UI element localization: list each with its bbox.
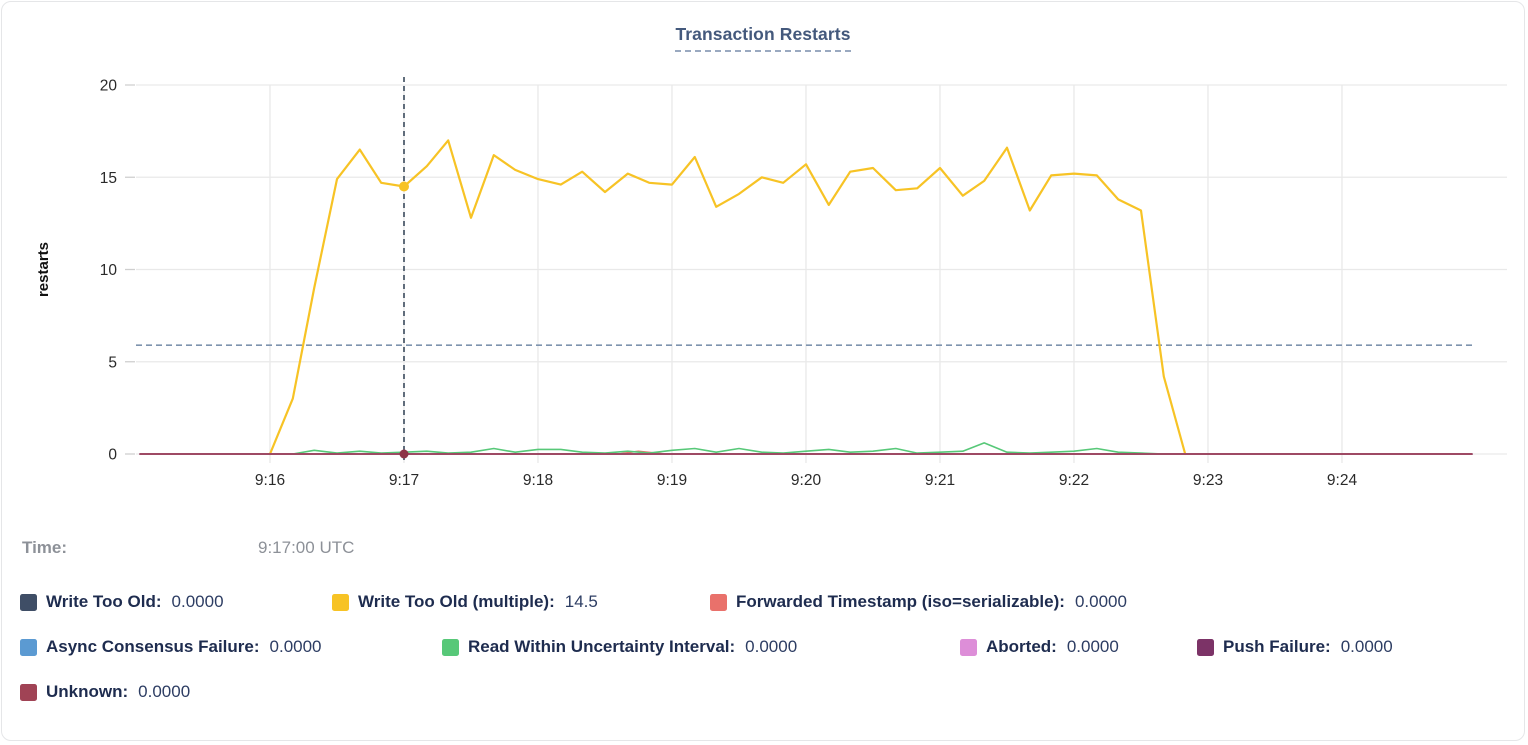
legend-value: 14.5 [564,592,598,611]
legend-swatch [332,593,349,611]
series-line-read-within-uncertainty-interval [291,442,1165,455]
x-tick-label: 9:17 [389,472,419,489]
legend-item-write-too-old[interactable]: Write Too Old: 0.0000 [20,590,224,614]
legend-value: 0.0000 [269,637,322,656]
legend-item-unknown[interactable]: Unknown: 0.0000 [20,680,190,704]
legend-value: 0.0000 [1340,637,1393,656]
legend-item-read-within-uncertainty[interactable]: Read Within Uncertainty Interval: 0.0000 [442,635,797,659]
legend-label: Push Failure: [1223,637,1331,656]
legend-item-aborted[interactable]: Aborted: 0.0000 [960,635,1119,659]
x-tick-label: 9:18 [523,472,553,489]
legend-swatch [710,593,727,611]
crosshair-marker [399,449,409,459]
legend-label: Async Consensus Failure: [46,637,260,656]
series-line-write-too-old-multiple- [268,139,1187,456]
legend-value: 0.0000 [1066,637,1119,656]
legend-swatch [20,593,37,611]
chart-title-wrap: Transaction Restarts [2,24,1524,52]
legend-value: 0.0000 [138,682,191,701]
transaction-restarts-chart[interactable]: 0 5 10 15 20 9:16 9:17 9:18 9:19 9:20 9:21 9:22 9:23… [2,2,1525,512]
legend-label: Write Too Old: [46,592,162,611]
x-tick-label: 9:21 [925,472,955,489]
legend-item-async-consensus-failure[interactable]: Async Consensus Failure: 0.0000 [20,635,322,659]
legend-value: 0.0000 [1074,592,1127,611]
tooltip-time-value: 9:17:00 UTC [258,538,355,557]
legend-item-forwarded-timestamp[interactable]: Forwarded Timestamp (iso=serializable): … [710,590,1127,614]
tooltip-time-label: Time: [22,538,68,557]
legend-item-push-failure[interactable]: Push Failure: 0.0000 [1197,635,1393,659]
legend-swatch [1197,638,1214,656]
x-tick-label: 9:23 [1193,472,1223,489]
crosshair-marker [399,181,409,192]
x-tick-label: 9:24 [1327,472,1358,489]
legend-item-write-too-old-multiple[interactable]: Write Too Old (multiple): 14.5 [332,590,598,614]
y-tick-label: 5 [108,354,117,371]
chart-title[interactable]: Transaction Restarts [675,24,851,52]
legend-label: Forwarded Timestamp (iso=serializable): [736,592,1065,611]
legend-swatch [442,638,459,656]
legend-label: Aborted: [986,637,1057,656]
legend-swatch [20,638,37,656]
legend-label: Write Too Old (multiple): [358,592,555,611]
x-tick-label: 9:19 [657,472,687,489]
tooltip-time-row: Time: 9:17:00 UTC [22,538,622,558]
legend-label: Unknown: [46,682,129,701]
y-axis-label: restarts [35,242,52,297]
x-tick-label: 9:16 [255,472,285,489]
y-tick-label: 20 [100,78,118,95]
legend-value: 0.0000 [745,637,798,656]
legend-swatch [20,683,37,701]
x-tick-label: 9:20 [791,472,822,489]
y-tick-label: 15 [100,170,117,187]
y-tick-label: 10 [100,262,118,279]
x-tick-label: 9:22 [1059,472,1089,489]
y-tick-label: 0 [108,447,117,464]
legend-label: Read Within Uncertainty Interval: [468,637,736,656]
legend-swatch [960,638,977,656]
legend-value: 0.0000 [171,592,224,611]
